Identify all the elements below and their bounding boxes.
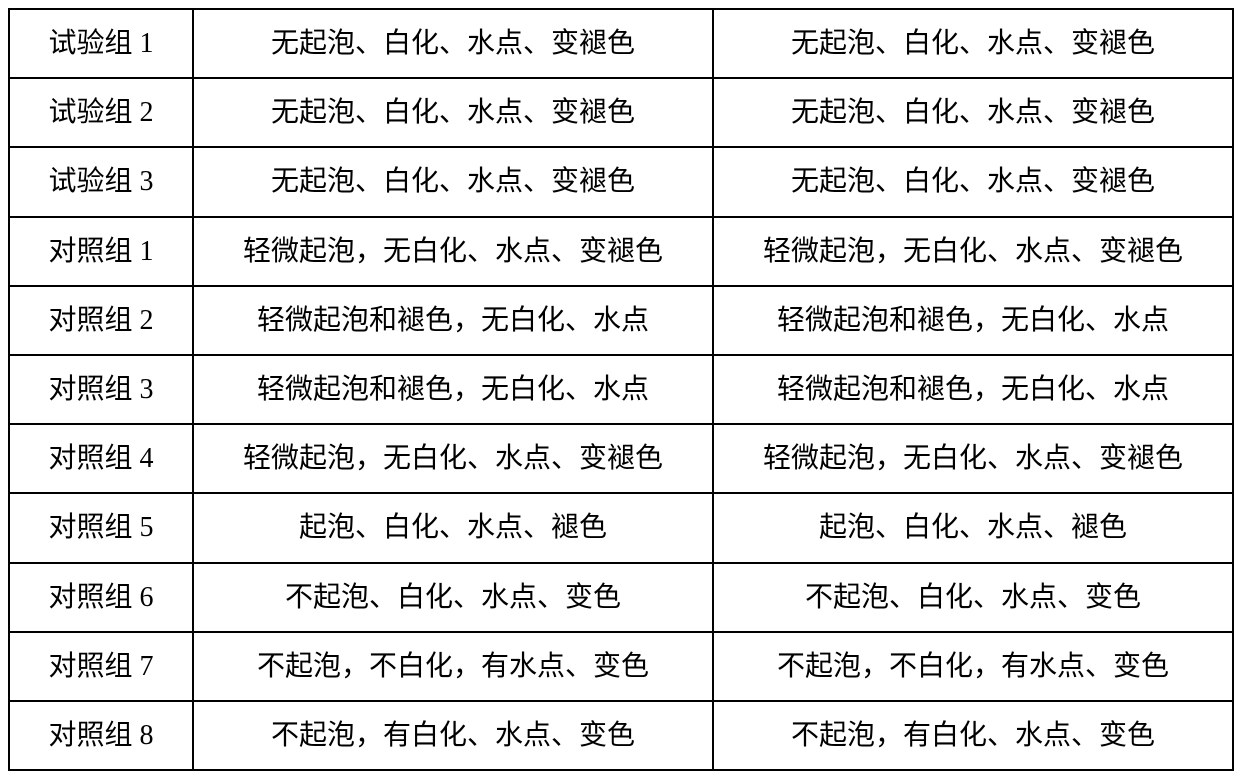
group-cell: 试验组 2: [9, 78, 193, 147]
table-row: 对照组 7 不起泡，不白化，有水点、变色 不起泡，不白化，有水点、变色: [9, 632, 1233, 701]
group-cell: 试验组 1: [9, 9, 193, 78]
result1-cell: 不起泡，有白化、水点、变色: [193, 701, 713, 770]
group-cell: 对照组 5: [9, 493, 193, 562]
result2-cell: 不起泡，有白化、水点、变色: [713, 701, 1233, 770]
table-row: 试验组 2 无起泡、白化、水点、变褪色 无起泡、白化、水点、变褪色: [9, 78, 1233, 147]
result1-cell: 无起泡、白化、水点、变褪色: [193, 78, 713, 147]
result2-cell: 无起泡、白化、水点、变褪色: [713, 9, 1233, 78]
result2-cell: 起泡、白化、水点、褪色: [713, 493, 1233, 562]
result1-cell: 无起泡、白化、水点、变褪色: [193, 147, 713, 216]
result1-cell: 轻微起泡，无白化、水点、变褪色: [193, 424, 713, 493]
group-cell: 对照组 6: [9, 563, 193, 632]
table-row: 对照组 2 轻微起泡和褪色，无白化、水点 轻微起泡和褪色，无白化、水点: [9, 286, 1233, 355]
group-cell: 对照组 8: [9, 701, 193, 770]
result1-cell: 轻微起泡和褪色，无白化、水点: [193, 286, 713, 355]
result2-cell: 轻微起泡，无白化、水点、变褪色: [713, 217, 1233, 286]
table-row: 试验组 1 无起泡、白化、水点、变褪色 无起泡、白化、水点、变褪色: [9, 9, 1233, 78]
group-cell: 对照组 1: [9, 217, 193, 286]
result1-cell: 起泡、白化、水点、褪色: [193, 493, 713, 562]
data-table: 试验组 1 无起泡、白化、水点、变褪色 无起泡、白化、水点、变褪色 试验组 2 …: [8, 8, 1234, 771]
table-row: 试验组 3 无起泡、白化、水点、变褪色 无起泡、白化、水点、变褪色: [9, 147, 1233, 216]
result2-cell: 轻微起泡和褪色，无白化、水点: [713, 355, 1233, 424]
result2-cell: 不起泡，不白化，有水点、变色: [713, 632, 1233, 701]
result1-cell: 不起泡、白化、水点、变色: [193, 563, 713, 632]
result1-cell: 轻微起泡和褪色，无白化、水点: [193, 355, 713, 424]
result2-cell: 不起泡、白化、水点、变色: [713, 563, 1233, 632]
result1-cell: 不起泡，不白化，有水点、变色: [193, 632, 713, 701]
group-cell: 试验组 3: [9, 147, 193, 216]
result1-cell: 无起泡、白化、水点、变褪色: [193, 9, 713, 78]
table-row: 对照组 8 不起泡，有白化、水点、变色 不起泡，有白化、水点、变色: [9, 701, 1233, 770]
result2-cell: 轻微起泡和褪色，无白化、水点: [713, 286, 1233, 355]
table-row: 对照组 3 轻微起泡和褪色，无白化、水点 轻微起泡和褪色，无白化、水点: [9, 355, 1233, 424]
table-row: 对照组 1 轻微起泡，无白化、水点、变褪色 轻微起泡，无白化、水点、变褪色: [9, 217, 1233, 286]
group-cell: 对照组 2: [9, 286, 193, 355]
result2-cell: 无起泡、白化、水点、变褪色: [713, 147, 1233, 216]
group-cell: 对照组 4: [9, 424, 193, 493]
result2-cell: 无起泡、白化、水点、变褪色: [713, 78, 1233, 147]
result2-cell: 轻微起泡，无白化、水点、变褪色: [713, 424, 1233, 493]
table-row: 对照组 5 起泡、白化、水点、褪色 起泡、白化、水点、褪色: [9, 493, 1233, 562]
group-cell: 对照组 3: [9, 355, 193, 424]
table-row: 对照组 6 不起泡、白化、水点、变色 不起泡、白化、水点、变色: [9, 563, 1233, 632]
table-row: 对照组 4 轻微起泡，无白化、水点、变褪色 轻微起泡，无白化、水点、变褪色: [9, 424, 1233, 493]
group-cell: 对照组 7: [9, 632, 193, 701]
result1-cell: 轻微起泡，无白化、水点、变褪色: [193, 217, 713, 286]
experiment-results-table: 试验组 1 无起泡、白化、水点、变褪色 无起泡、白化、水点、变褪色 试验组 2 …: [8, 8, 1232, 771]
